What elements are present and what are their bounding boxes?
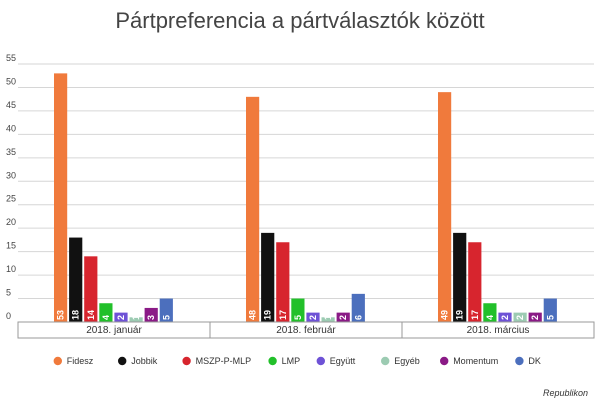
y-tick-label: 50 bbox=[6, 76, 16, 86]
legend-label: Együtt bbox=[330, 356, 356, 366]
bar bbox=[543, 298, 557, 322]
bar bbox=[129, 317, 143, 322]
bar bbox=[114, 312, 128, 322]
bar bbox=[498, 312, 512, 322]
data-label: 3 bbox=[146, 315, 156, 320]
data-label: 17 bbox=[278, 310, 288, 320]
x-tick-label: 2018. március bbox=[467, 325, 530, 336]
bar bbox=[351, 293, 365, 322]
legend-marker bbox=[381, 356, 390, 366]
data-label: 17 bbox=[470, 310, 480, 320]
data-label: 19 bbox=[263, 310, 273, 320]
legend-label: Fidesz bbox=[67, 356, 94, 366]
y-tick-label: 15 bbox=[6, 241, 16, 251]
data-label: 18 bbox=[71, 310, 81, 320]
y-tick-label: 20 bbox=[6, 217, 16, 227]
bar bbox=[321, 317, 335, 322]
y-tick-label: 30 bbox=[6, 170, 16, 180]
bar bbox=[306, 312, 320, 322]
bar bbox=[438, 92, 452, 323]
bar bbox=[291, 298, 305, 322]
x-tick-label: 2018. február bbox=[276, 325, 336, 336]
y-tick-label: 25 bbox=[6, 194, 16, 204]
legend-label: MSZP-P-MLP bbox=[196, 356, 252, 366]
data-label: 2 bbox=[338, 315, 348, 320]
y-tick-label: 10 bbox=[6, 264, 16, 274]
data-label: 6 bbox=[353, 315, 363, 320]
legend-marker bbox=[182, 356, 191, 366]
bar bbox=[144, 307, 158, 322]
y-tick-label: 35 bbox=[6, 147, 16, 157]
bar bbox=[528, 312, 542, 322]
legend-marker bbox=[53, 356, 62, 366]
bar bbox=[336, 312, 350, 322]
y-tick-label: 55 bbox=[6, 53, 16, 63]
legend-label: Momentum bbox=[453, 356, 498, 366]
data-label: 2 bbox=[116, 315, 126, 320]
bar bbox=[453, 232, 467, 322]
data-label: 5 bbox=[545, 315, 555, 320]
bar bbox=[159, 298, 173, 322]
bar bbox=[468, 242, 482, 322]
data-label: 1 bbox=[131, 315, 141, 320]
data-label: 4 bbox=[101, 315, 111, 320]
bar bbox=[84, 256, 98, 322]
data-label: 49 bbox=[440, 310, 450, 320]
legend-marker bbox=[515, 356, 524, 366]
legend-marker bbox=[440, 356, 449, 366]
legend-label: DK bbox=[528, 356, 541, 366]
data-label: 5 bbox=[293, 315, 303, 320]
bar bbox=[99, 303, 113, 322]
bars-layer: 53 18 14 4 2 1 3 5 48 19 17 5 2 1 2 6 49 19 17 4 2 2 2 5 bbox=[54, 73, 557, 323]
data-label: 1 bbox=[323, 315, 333, 320]
bar bbox=[483, 303, 497, 322]
bar bbox=[246, 96, 260, 322]
y-tick-label: 0 bbox=[6, 311, 11, 321]
legend-label: Egyéb bbox=[394, 356, 420, 366]
data-label: 19 bbox=[455, 310, 465, 320]
y-tick-label: 40 bbox=[6, 123, 16, 133]
legend: Fidesz Jobbik MSZP-P-MLP LMP Együtt Egyéb Mome… bbox=[53, 356, 541, 366]
data-label: 2 bbox=[515, 315, 525, 320]
data-label: 2 bbox=[500, 315, 510, 320]
data-label: 14 bbox=[86, 310, 96, 320]
x-tick-label: 2018. január bbox=[86, 325, 142, 336]
legend-label: Jobbik bbox=[131, 356, 158, 366]
source-credit: Republikon bbox=[542, 388, 588, 398]
data-label: 48 bbox=[248, 310, 258, 320]
y-tick-label: 45 bbox=[6, 100, 16, 110]
data-label: 2 bbox=[530, 315, 540, 320]
bar bbox=[54, 73, 68, 322]
chart-title: Pártpreferencia a pártválasztók között bbox=[115, 8, 485, 33]
legend-label: LMP bbox=[282, 356, 301, 366]
data-label: 53 bbox=[56, 310, 66, 320]
data-label: 5 bbox=[161, 315, 171, 320]
bar bbox=[69, 237, 83, 322]
bar bbox=[513, 312, 527, 322]
legend-marker bbox=[118, 356, 127, 366]
data-label: 4 bbox=[485, 315, 495, 320]
legend-marker bbox=[268, 356, 277, 366]
data-label: 2 bbox=[308, 315, 318, 320]
grid-layer bbox=[18, 63, 594, 323]
legend-marker bbox=[316, 356, 325, 366]
bar bbox=[276, 242, 290, 322]
bar bbox=[261, 232, 275, 322]
y-tick-label: 5 bbox=[6, 288, 11, 298]
